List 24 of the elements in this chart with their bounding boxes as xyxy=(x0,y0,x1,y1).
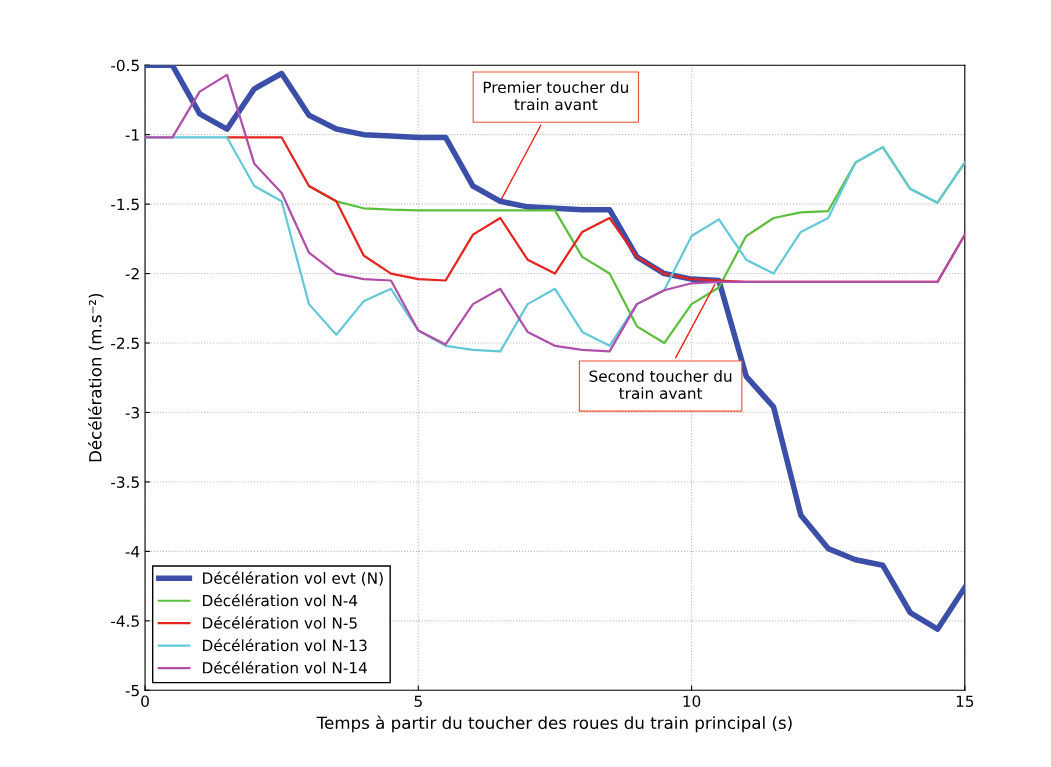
y-tick-label: -3.5 xyxy=(111,476,139,488)
legend-label: Décélération vol N-13 xyxy=(203,638,367,652)
x-tick-label: 5 xyxy=(414,695,422,707)
y-tick-label: -4.5 xyxy=(111,615,139,627)
y-tick-label: -2.5 xyxy=(111,337,139,350)
x-tick-label: 15 xyxy=(956,695,974,707)
x-axis-title: Temps à partir du toucher des roues du train principal (s) xyxy=(316,715,792,733)
x-tick-label: 0 xyxy=(141,695,149,707)
x-tick-label: 10 xyxy=(683,695,701,707)
y-tick-label: -2 xyxy=(125,268,139,280)
annotation: Second toucher du train avant xyxy=(589,370,732,400)
annotation: Premier toucher du train avant xyxy=(483,81,628,111)
y-axis-title: Décélération (m.s⁻²) xyxy=(88,293,104,462)
legend-label: Décélération vol N-14 xyxy=(203,661,367,674)
y-tick-label: -3 xyxy=(125,406,139,419)
legend-label: Décélération vol N-5 xyxy=(203,616,357,629)
line-series xyxy=(145,73,965,353)
y-tick-label: -1.5 xyxy=(111,198,139,211)
legend-label: Décélération vol N-4 xyxy=(203,593,358,607)
y-tick-label: -4 xyxy=(125,546,140,558)
legend-label: Décélération vol evt (N) xyxy=(203,571,383,586)
y-tick-label: -1 xyxy=(125,129,139,141)
y-tick-label: -0.5 xyxy=(111,59,139,72)
y-tick-label: -5 xyxy=(125,684,139,697)
